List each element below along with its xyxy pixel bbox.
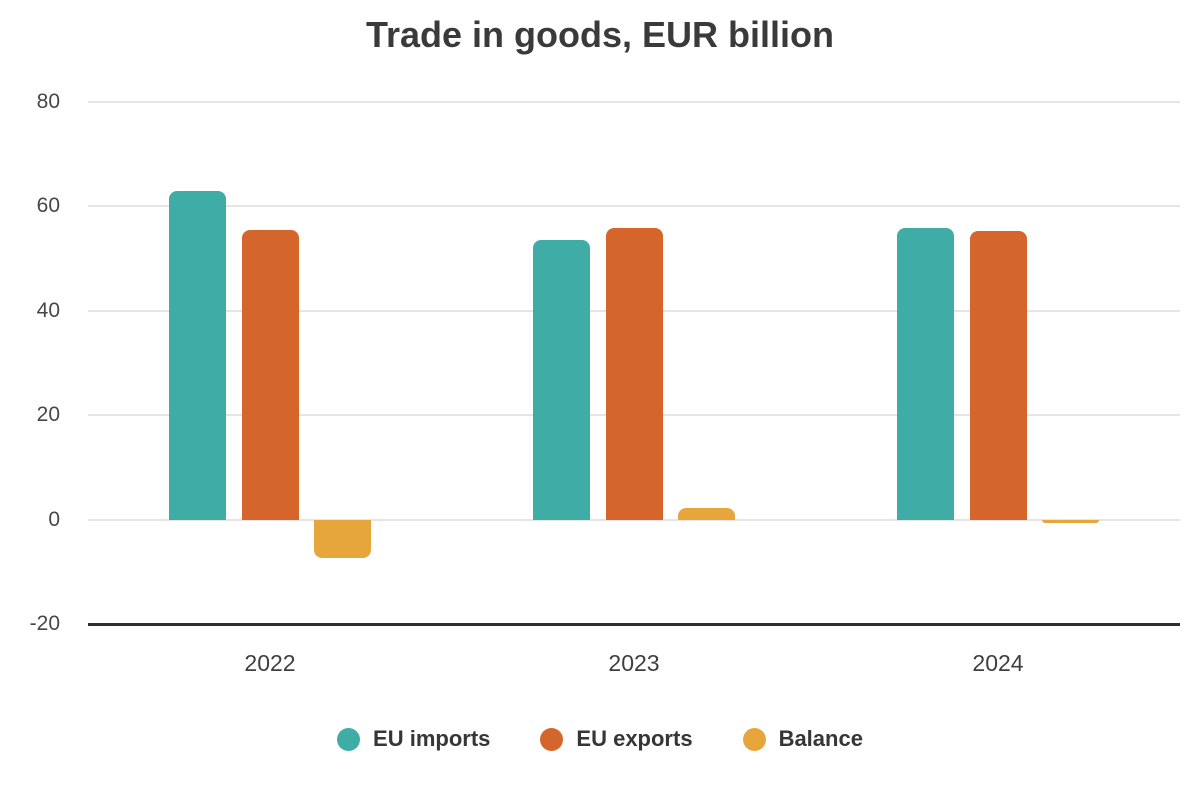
legend-label: EU exports (576, 726, 693, 751)
legend-label: Balance (778, 726, 863, 751)
y-tick-label: 40 (36, 298, 60, 322)
bar-balance-2022 (314, 519, 371, 559)
y-tick-label: 0 (48, 507, 60, 531)
x-tick-label-2024: 2024 (972, 650, 1024, 676)
legend-label: EU imports (373, 726, 491, 751)
x-tick-label-2023: 2023 (608, 650, 660, 676)
y-tick-label: 20 (36, 403, 60, 427)
bar-balance-2023 (678, 507, 735, 520)
legend-item-balance[interactable]: Balance (742, 726, 863, 752)
bar-eu-exports-2023 (605, 227, 663, 520)
legend-item-eu-exports[interactable]: EU exports (540, 726, 693, 752)
x-tick-label-2022: 2022 (244, 650, 296, 676)
gridline-y0 (88, 518, 1180, 521)
bar-balance-2024 (1042, 519, 1099, 523)
legend-marker-circle-icon (337, 727, 361, 751)
gridline-y60 (88, 205, 1180, 208)
bar-eu-imports-2023 (533, 240, 590, 520)
bar-eu-imports-2024 (897, 228, 954, 520)
legend: EU imports EU exports Balance (0, 726, 1200, 752)
bar-eu-exports-2022 (241, 229, 299, 520)
legend-marker-circle-icon (742, 727, 766, 751)
chart-title: Trade in goods, EUR billion (365, 14, 835, 55)
bar-eu-imports-2022 (169, 191, 226, 520)
y-tick-label: 80 (36, 90, 60, 113)
gridline-y80 (88, 101, 1180, 103)
legend-marker-circle-icon (540, 727, 564, 751)
y-tick-label: -20 (29, 612, 60, 635)
legend-item-eu-imports[interactable]: EU imports (337, 726, 490, 752)
y-tick-label: 60 (36, 194, 60, 218)
bar-eu-exports-2024 (969, 231, 1027, 520)
x-axis-line (88, 622, 1180, 626)
